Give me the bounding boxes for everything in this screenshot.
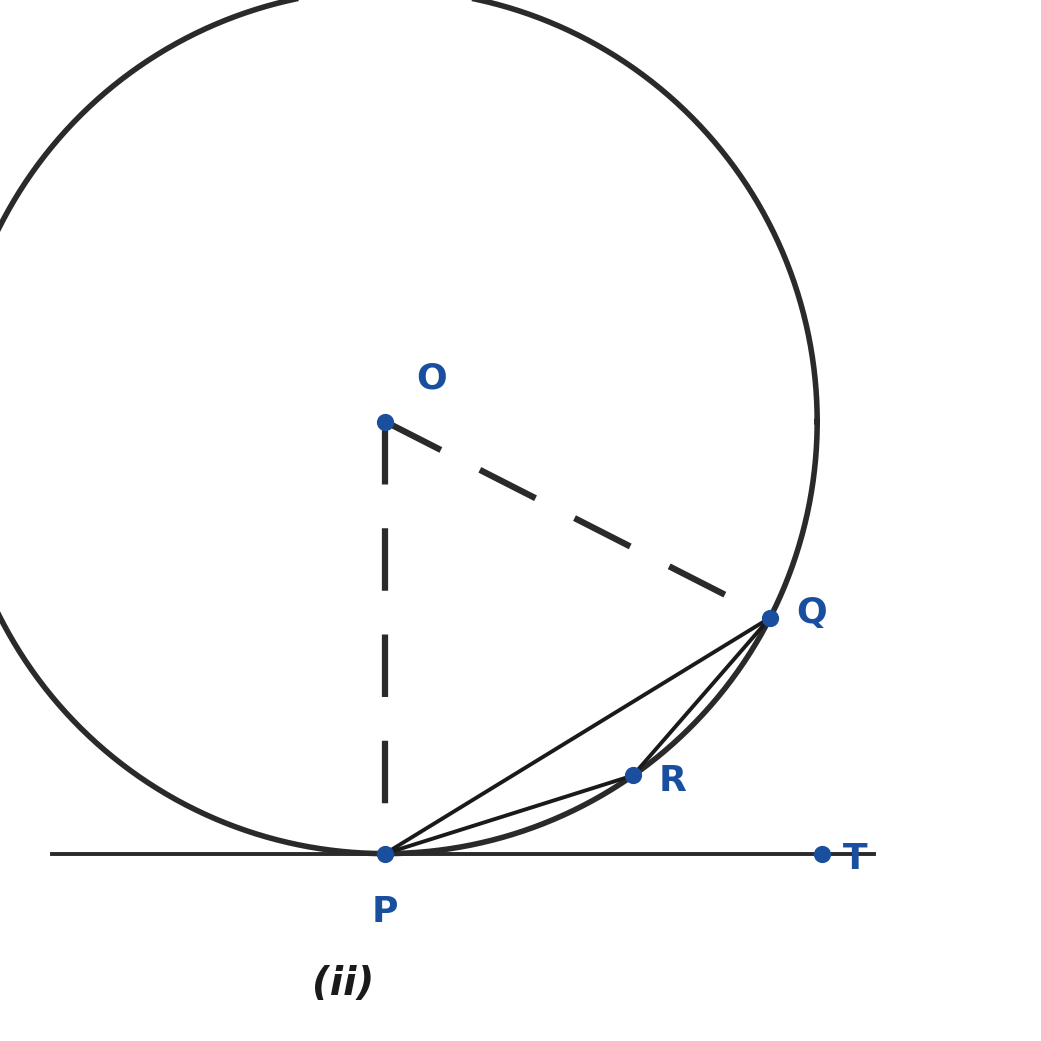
Point <box>377 845 393 862</box>
Point <box>762 609 779 626</box>
Point <box>625 767 641 784</box>
Text: T: T <box>843 842 868 875</box>
Text: R: R <box>659 764 687 797</box>
Text: O: O <box>416 361 448 396</box>
Text: P: P <box>372 895 399 930</box>
Text: Q: Q <box>796 595 827 630</box>
Point <box>814 845 831 862</box>
Text: (ii): (ii) <box>312 965 375 1002</box>
Point <box>377 413 393 430</box>
